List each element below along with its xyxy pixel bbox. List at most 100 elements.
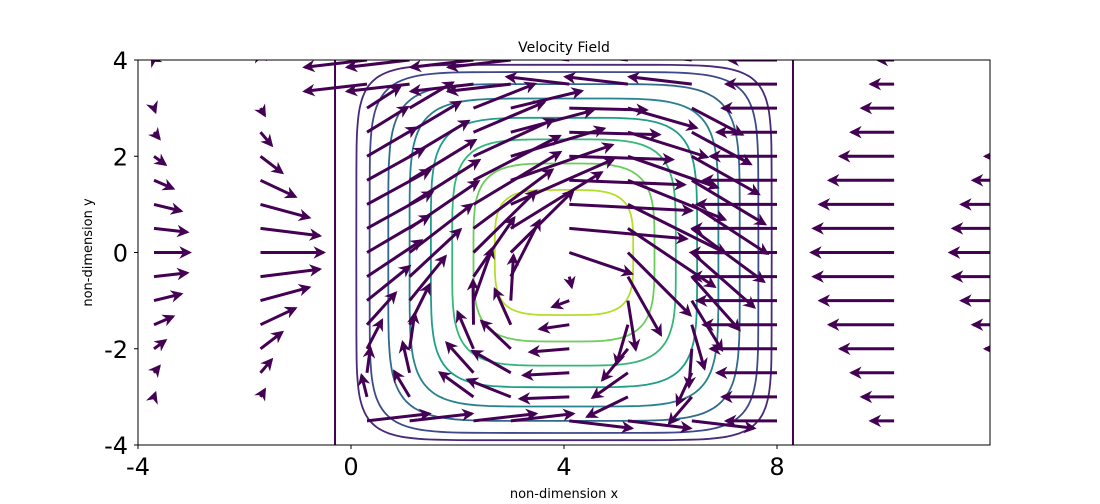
velocity-arrow-120	[153, 202, 184, 215]
velocity-arrow-61	[510, 87, 585, 110]
velocity-arrow-76	[569, 128, 662, 141]
velocity-arrow-94	[563, 71, 629, 86]
velocity-arrow-139	[254, 60, 268, 64]
velocity-arrow-111	[626, 60, 692, 62]
velocity-arrow-138	[254, 103, 266, 118]
velocity-arrow-129	[259, 306, 298, 327]
velocity-arrow-20	[408, 282, 431, 326]
velocity-arrow-90	[627, 178, 728, 222]
velocity-arrow-21	[408, 254, 447, 302]
velocity-arrow-44	[472, 100, 547, 134]
velocity-arrow-130	[260, 283, 312, 303]
velocity-arrow-6	[366, 239, 424, 278]
velocity-arrow-37	[472, 246, 495, 302]
velocity-arrow-82	[590, 371, 629, 400]
y-tick-label: 4	[113, 47, 128, 75]
velocity-arrow-116	[153, 290, 184, 303]
velocity-arrow-16	[409, 408, 475, 423]
velocity-arrow-24	[408, 179, 481, 230]
velocity-arrow-31	[344, 60, 410, 73]
contour-level-1	[493, 188, 635, 317]
y-tick-label: -4	[104, 432, 128, 460]
velocity-arrow-12	[366, 105, 410, 134]
velocity-arrow-136	[259, 155, 285, 175]
contour-level-6	[387, 83, 741, 422]
velocity-arrow-23	[408, 202, 474, 254]
velocity-arrow-68	[537, 321, 570, 334]
velocity-arrow-119	[153, 224, 190, 238]
plot-area	[145, 60, 990, 445]
velocity-arrow-3	[365, 318, 384, 350]
velocity-arrow-28	[408, 100, 463, 134]
velocity-arrow-89	[627, 203, 728, 255]
velocity-arrow-36	[466, 277, 480, 325]
velocity-arrow-51	[479, 319, 512, 350]
velocity-arrow-39	[472, 189, 538, 254]
velocity-arrow-64	[569, 419, 635, 434]
contour-level-8	[355, 63, 773, 442]
velocity-arrow-113	[148, 364, 161, 379]
velocity-arrow-73	[569, 202, 695, 217]
velocity-arrow-137	[259, 131, 274, 148]
velocity-arrow-65	[517, 392, 570, 405]
contour-level-3	[451, 138, 677, 367]
x-tick-label: 4	[556, 453, 571, 481]
x-tick-label: -4	[126, 453, 150, 481]
velocity-arrow-0	[366, 408, 432, 423]
velocity-arrow-22	[408, 227, 463, 278]
velocity-arrow-127	[259, 357, 274, 374]
velocity-arrow-27	[408, 119, 471, 158]
velocity-arrow-62	[445, 82, 511, 97]
y-tick-label: -2	[104, 336, 128, 364]
velocity-arrow-5	[366, 264, 412, 302]
velocity-arrow-18	[398, 340, 412, 374]
velocity-arrow-70	[563, 275, 576, 290]
velocity-arrow-104	[690, 227, 766, 284]
velocity-arrow-99	[683, 348, 697, 390]
velocity-arrow-80	[627, 419, 693, 434]
velocity-arrow-128	[259, 330, 284, 350]
axis-ticks: -4 0 4 8 -4 -2 0 2 4	[104, 47, 991, 481]
velocity-arrow-52	[493, 287, 513, 326]
velocity-arrow-72	[569, 226, 689, 245]
velocity-arrow-117	[153, 267, 190, 281]
velocity-arrow-124	[145, 100, 158, 115]
velocity-arrow-11	[366, 126, 419, 158]
velocity-arrow-103	[690, 251, 756, 309]
velocity-arrow-32	[473, 408, 539, 423]
velocity-arrow-93	[627, 106, 699, 132]
velocity-arrow-108	[691, 130, 753, 166]
velocity-arrow-131	[260, 264, 323, 279]
velocity-arrow-107	[691, 154, 761, 196]
x-tick-label: 8	[769, 453, 784, 481]
x-axis-label: non-dimension x	[510, 487, 619, 500]
velocity-arrow-2	[362, 345, 376, 373]
velocity-arrow-45	[472, 81, 538, 110]
x-tick-label: 0	[343, 453, 358, 481]
velocity-arrow-25	[408, 158, 482, 206]
velocity-arrow-13	[366, 85, 403, 110]
velocity-arrow-121	[153, 178, 176, 191]
velocity-arrow-110	[626, 71, 692, 86]
velocity-arrow-42	[472, 134, 562, 182]
velocity-arrow-96	[691, 419, 757, 434]
velocity-arrow-53	[506, 252, 520, 301]
velocity-arrow-48	[510, 408, 576, 423]
velocity-arrow-114	[153, 339, 168, 352]
chart-title: Velocity Field	[518, 40, 610, 56]
velocity-arrow-84	[613, 324, 630, 367]
velocity-arrow-125	[150, 60, 163, 69]
velocity-arrow-33	[437, 371, 475, 399]
velocity-arrow-47	[408, 60, 474, 73]
velocity-arrow-115	[153, 314, 176, 327]
y-tick-label: 0	[113, 240, 128, 268]
velocity-arrow-40	[472, 168, 555, 230]
velocity-arrow-133	[260, 226, 323, 241]
velocity-arrow-126	[254, 387, 266, 402]
velocity-arrow-55	[509, 189, 575, 254]
velocity-arrow-38	[472, 215, 516, 278]
velocity-arrow-71	[568, 251, 634, 277]
y-tick-label: 2	[113, 143, 128, 171]
velocity-arrow-109	[691, 106, 745, 136]
